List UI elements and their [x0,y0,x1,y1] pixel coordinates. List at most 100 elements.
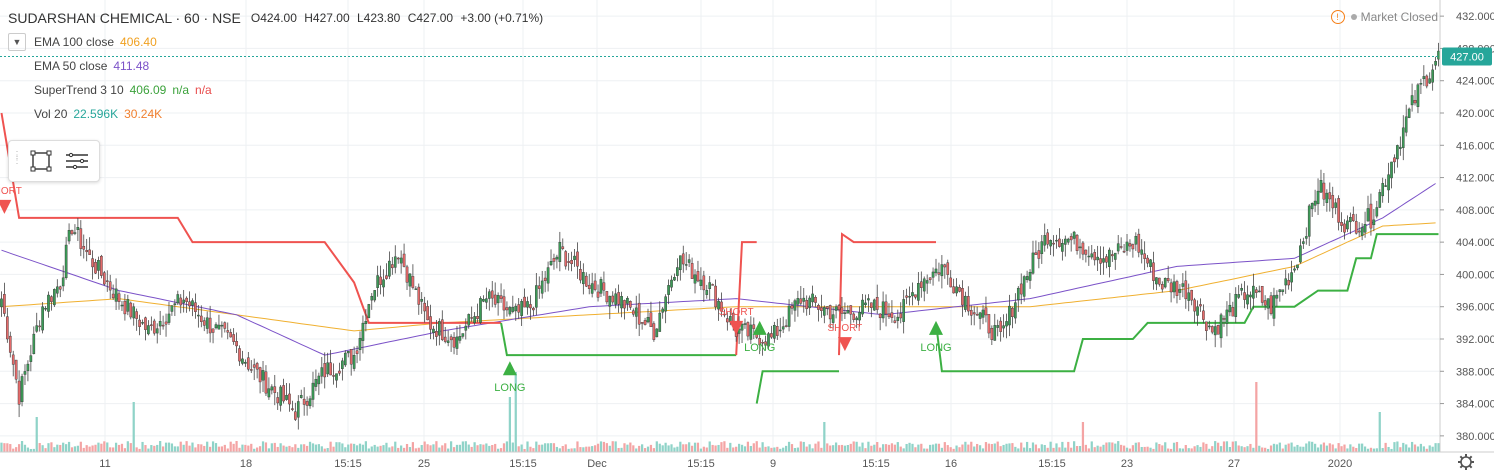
volume-bar [329,441,332,452]
candle-body [526,301,529,308]
candle-body [152,320,156,334]
symbol-title[interactable]: SUDARSHAN CHEMICAL · 60 · NSE [8,10,241,26]
volume-bar [717,444,720,452]
volume-bar [620,447,623,452]
candle-body [411,276,415,288]
volume-bar [15,447,18,452]
candle-body [605,291,609,303]
candle-body [1419,83,1423,85]
volume-bar [820,447,823,452]
volume-bar [253,448,256,452]
candle-body [1243,292,1246,300]
volume-bar [0,442,3,452]
volume-bar [494,443,497,452]
candle-body [141,322,144,324]
candle-body [482,299,485,302]
volume-bar [1275,444,1279,452]
volume-bar [1343,444,1346,452]
candle-body [843,312,847,314]
candle-body [1384,185,1387,187]
volume-bar [840,444,844,452]
volume-bar [864,448,867,452]
candle-body [723,313,726,316]
candle-body [461,333,465,337]
candle-body [464,325,468,331]
candle-body [529,304,532,309]
volume-bar [1196,445,1199,452]
volume-bar [538,444,541,452]
market-status[interactable]: ! Market Closed [1330,10,1438,24]
indicator-row-supertrend[interactable]: SuperTrend 3 10 406.09 n/a n/a [8,78,547,102]
volume-bar [585,446,588,452]
volume-bar [720,442,723,452]
volume-bar [1167,448,1170,452]
volume-bar [85,445,88,452]
volume-bar [579,447,582,452]
volume-bar [1243,447,1246,452]
volume-bar [541,444,544,452]
candle-body [1228,304,1232,313]
candle-body [499,295,503,299]
volume-bar [458,444,462,452]
candle-body [561,246,565,249]
volume-bar [109,447,112,452]
indicator-row-ema50[interactable]: EMA 50 close 411.48 [8,54,547,78]
candle-body [14,359,18,380]
candle-body [1081,242,1085,255]
candle-body [161,324,165,327]
candle-body [264,371,268,394]
candle-body [346,350,350,354]
candle-body [296,401,300,418]
volume-bar [382,445,385,452]
indicator-row-volume[interactable]: Vol 20 22.596K 30.24K [8,102,547,126]
drag-handle-icon[interactable]: ⋮ ⋮ [12,150,22,166]
price-tick-label: 392.000 [1456,334,1494,346]
volume-bar [1214,441,1217,452]
candle-body [705,290,709,295]
volume-bar [1308,441,1311,452]
volume-bar [743,446,747,452]
volume-bar [1102,444,1105,452]
selection-box-button[interactable] [26,146,56,176]
candle-body [1049,240,1052,247]
volume-bar [256,447,259,452]
volume-bar [461,441,464,452]
candle-body [76,226,80,230]
volume-bar [696,442,700,452]
indicator-row-ema100[interactable]: ▼ EMA 100 close 406.40 [8,30,547,54]
status-dot [1350,14,1357,20]
volume-bar [582,447,585,452]
volume-bar [614,441,617,452]
volume-bar [782,447,785,452]
candle-body [1246,294,1249,305]
candle-body [1160,284,1164,290]
candle-body [811,293,814,303]
candle-body [338,370,341,374]
candle-body [984,307,988,316]
volume-bar [726,447,729,452]
volume-bar [529,446,532,452]
candle-body [1284,278,1288,286]
candle-body [232,334,235,342]
volume-bar [470,446,473,452]
volume-bar [914,447,917,452]
list-menu-button[interactable] [62,146,92,176]
market-status-label: Market Closed [1360,10,1438,24]
candle-body [875,297,879,310]
volume-bar [902,448,905,452]
candle-body [364,321,368,325]
floating-toolbar[interactable]: ⋮ ⋮ [8,140,100,182]
candle-body [1396,145,1399,160]
volume-bar [1284,444,1287,452]
chevron-down-icon[interactable]: ▼ [8,33,26,51]
volume-bar [203,445,206,452]
candle-body [1328,192,1332,200]
volume-bar [752,443,755,452]
change-value: +3.00 (+0.71%) [460,11,544,25]
volume-bar [347,444,350,452]
volume-bar [602,441,606,452]
warning-icon[interactable]: ! [1330,10,1345,24]
candle-body [1043,235,1047,246]
candle-body [746,322,750,337]
